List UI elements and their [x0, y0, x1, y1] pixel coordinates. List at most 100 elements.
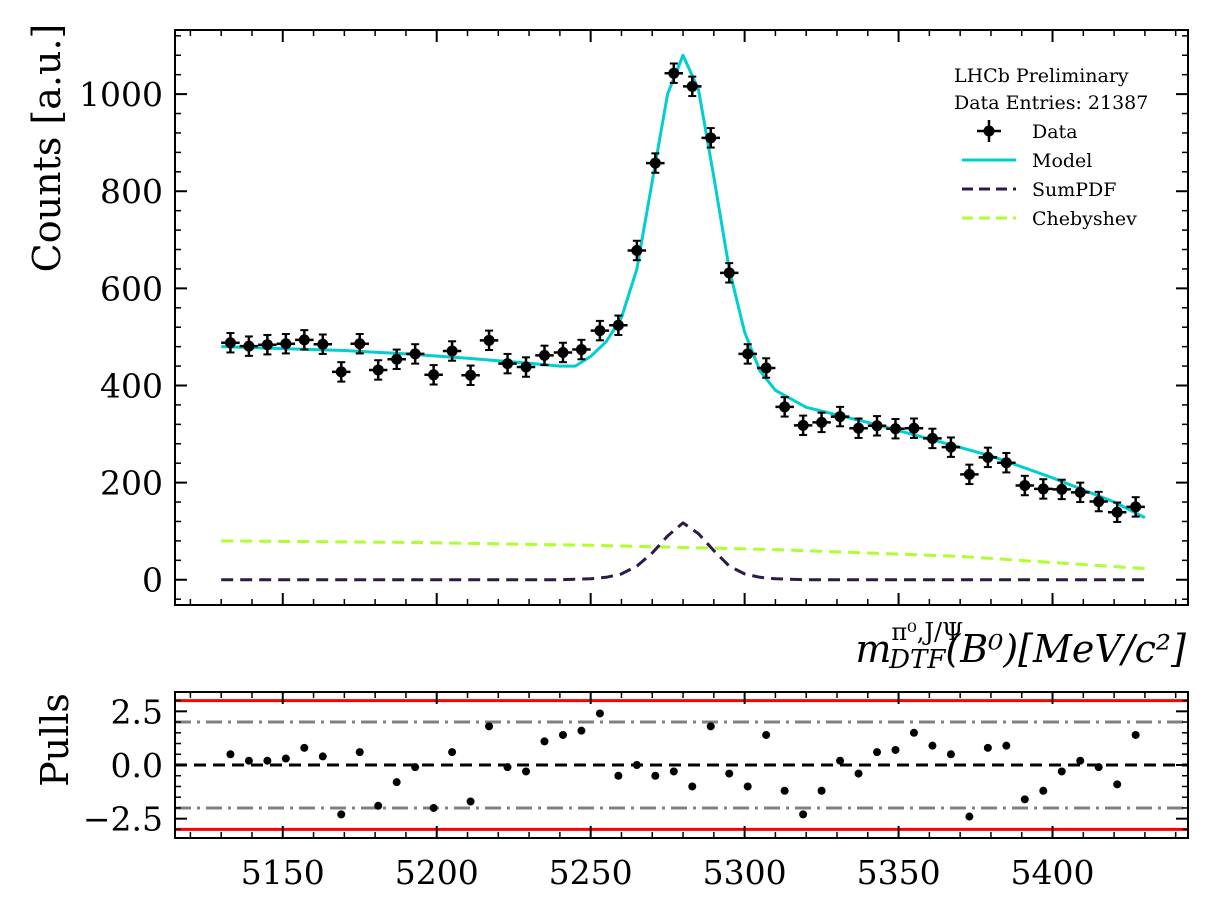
- pull-point: [263, 756, 272, 765]
- data-point: [1034, 478, 1053, 500]
- data-marker: [1019, 480, 1031, 492]
- data-marker: [945, 441, 957, 453]
- data-marker: [502, 358, 514, 370]
- pull-point: [281, 754, 290, 763]
- data-marker: [409, 348, 421, 360]
- x-axis-label: mπ⁰,J/Ψ DTF(B⁰)[MeV/c²]: [855, 618, 1186, 675]
- data-point: [1107, 501, 1127, 523]
- y-axis-label: Counts [a.u.]: [25, 24, 69, 273]
- data-point: [424, 364, 443, 386]
- pulls-y-tick-label: −2.5: [83, 800, 163, 839]
- pull-point: [411, 763, 420, 772]
- data-marker: [280, 338, 292, 350]
- pull-point: [1076, 756, 1085, 765]
- pull-point: [669, 767, 678, 776]
- data-point: [646, 152, 665, 174]
- pull-point: [928, 741, 937, 750]
- data-marker: [926, 432, 938, 444]
- pull-point: [706, 722, 715, 731]
- data-point: [627, 239, 647, 262]
- pull-point: [725, 769, 734, 778]
- data-point: [405, 343, 425, 365]
- data-point: [923, 427, 942, 450]
- x-axis-label-rest: (B⁰)[MeV/c²]: [945, 627, 1186, 671]
- data-point: [239, 335, 259, 357]
- data-point: [960, 463, 979, 486]
- data-point: [609, 314, 628, 336]
- data-point: [719, 262, 739, 284]
- pulls-ticks: 2.5 0.0 −2.5 5150 5200 5250 5300 5350 5400: [83, 692, 1188, 892]
- data-point: [664, 62, 684, 84]
- pull-point: [854, 769, 863, 778]
- annotation-lhcb-preliminary: LHCb Preliminary: [954, 65, 1129, 87]
- data-marker: [575, 344, 587, 356]
- main-panel: 0 200 400 600 800 1000 Counts [a.u.]: [25, 24, 1189, 606]
- legend-item: Chebyshev: [962, 208, 1137, 230]
- data-point: [738, 343, 757, 365]
- data-point: [1015, 474, 1035, 497]
- data-point: [295, 329, 314, 351]
- pulls-reference-lines: [175, 699, 1188, 831]
- legend: LHCb Preliminary Data Entries: 21387 Dat…: [954, 65, 1148, 230]
- data-marker: [982, 451, 994, 463]
- pull-point: [780, 786, 789, 795]
- pull-point: [983, 743, 992, 752]
- pull-point: [743, 782, 752, 791]
- pull-point: [965, 812, 974, 821]
- data-marker: [889, 423, 901, 435]
- pull-point: [337, 810, 346, 819]
- pulls-y-tick-label: 0.0: [111, 746, 163, 785]
- data-marker: [520, 361, 532, 373]
- data-marker: [742, 348, 754, 360]
- data-point: [1089, 490, 1108, 513]
- data-marker: [298, 334, 310, 346]
- data-marker: [797, 419, 809, 431]
- data-point: [793, 414, 813, 437]
- data-point: [479, 329, 499, 352]
- pull-point: [374, 801, 383, 810]
- data-marker: [428, 369, 440, 381]
- legend-symbol-marker: [983, 125, 995, 137]
- data-marker: [1111, 506, 1123, 518]
- pull-point: [448, 748, 457, 757]
- pull-point: [429, 803, 438, 812]
- pulls-panel: 2.5 0.0 −2.5 5150 5200 5250 5300 5350 5400 Pulls: [33, 691, 1189, 892]
- data-marker: [1037, 483, 1049, 495]
- pulls-y-tick-label: 2.5: [111, 692, 163, 731]
- data-marker: [612, 319, 624, 331]
- data-point: [867, 415, 887, 437]
- data-marker: [1056, 483, 1068, 495]
- data-point: [904, 417, 924, 439]
- data-marker: [963, 468, 975, 480]
- data-marker: [760, 362, 772, 374]
- data-marker: [317, 338, 329, 350]
- pull-point: [891, 745, 900, 754]
- legend-item: SumPDF: [962, 179, 1116, 201]
- y-tick-label: 0: [142, 561, 163, 600]
- legend-label: Chebyshev: [1032, 208, 1137, 230]
- data-marker: [668, 67, 680, 79]
- legend-item: Model: [962, 150, 1092, 172]
- pull-point: [540, 737, 549, 746]
- x-axis-label-base: m: [855, 627, 891, 671]
- pull-point: [688, 782, 697, 791]
- data-marker: [871, 420, 883, 432]
- data-marker: [631, 244, 643, 256]
- data-marker: [1093, 496, 1105, 508]
- pull-point: [392, 778, 401, 787]
- data-marker: [834, 411, 846, 423]
- pull-point: [799, 810, 808, 819]
- pull-point: [817, 786, 826, 795]
- legend-item: Data: [977, 120, 1078, 143]
- data-marker: [853, 422, 865, 434]
- pull-point: [503, 763, 512, 772]
- main-frame: [174, 29, 1189, 606]
- pulls-points: [226, 709, 1140, 821]
- pull-point: [1131, 730, 1140, 739]
- main-curves: [221, 53, 1146, 582]
- data-marker: [723, 267, 735, 279]
- data-marker: [779, 401, 791, 413]
- data-point: [258, 333, 277, 356]
- data-point: [332, 361, 351, 383]
